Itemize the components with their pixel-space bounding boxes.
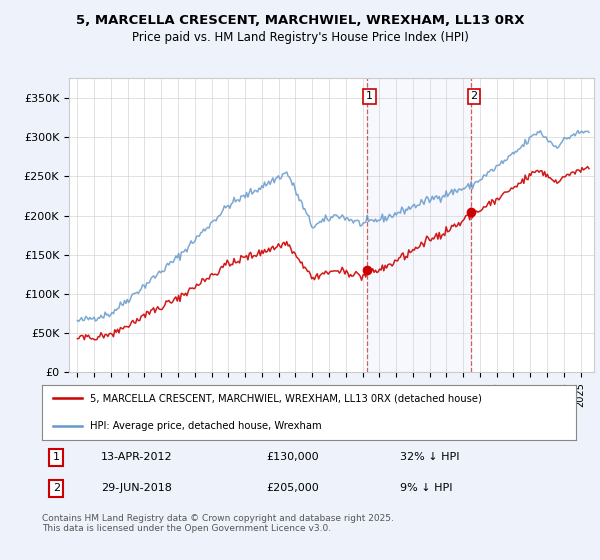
Text: £205,000: £205,000: [266, 483, 319, 493]
Text: £130,000: £130,000: [266, 452, 319, 463]
Bar: [367, 78, 472, 372]
Text: 1: 1: [53, 452, 59, 463]
Text: 5, MARCELLA CRESCENT, MARCHWIEL, WREXHAM, LL13 0RX (detached house): 5, MARCELLA CRESCENT, MARCHWIEL, WREXHAM…: [90, 394, 482, 403]
Text: 29-JUN-2018: 29-JUN-2018: [101, 483, 172, 493]
Text: 2: 2: [470, 91, 478, 101]
Text: 32% ↓ HPI: 32% ↓ HPI: [400, 452, 459, 463]
Text: 2: 2: [53, 483, 60, 493]
Text: 9% ↓ HPI: 9% ↓ HPI: [400, 483, 452, 493]
Text: 5, MARCELLA CRESCENT, MARCHWIEL, WREXHAM, LL13 0RX: 5, MARCELLA CRESCENT, MARCHWIEL, WREXHAM…: [76, 14, 524, 27]
Text: 1: 1: [366, 91, 373, 101]
Text: Contains HM Land Registry data © Crown copyright and database right 2025.
This d: Contains HM Land Registry data © Crown c…: [42, 514, 394, 534]
Text: HPI: Average price, detached house, Wrexham: HPI: Average price, detached house, Wrex…: [90, 421, 322, 431]
Text: Price paid vs. HM Land Registry's House Price Index (HPI): Price paid vs. HM Land Registry's House …: [131, 31, 469, 44]
Text: 13-APR-2012: 13-APR-2012: [101, 452, 172, 463]
